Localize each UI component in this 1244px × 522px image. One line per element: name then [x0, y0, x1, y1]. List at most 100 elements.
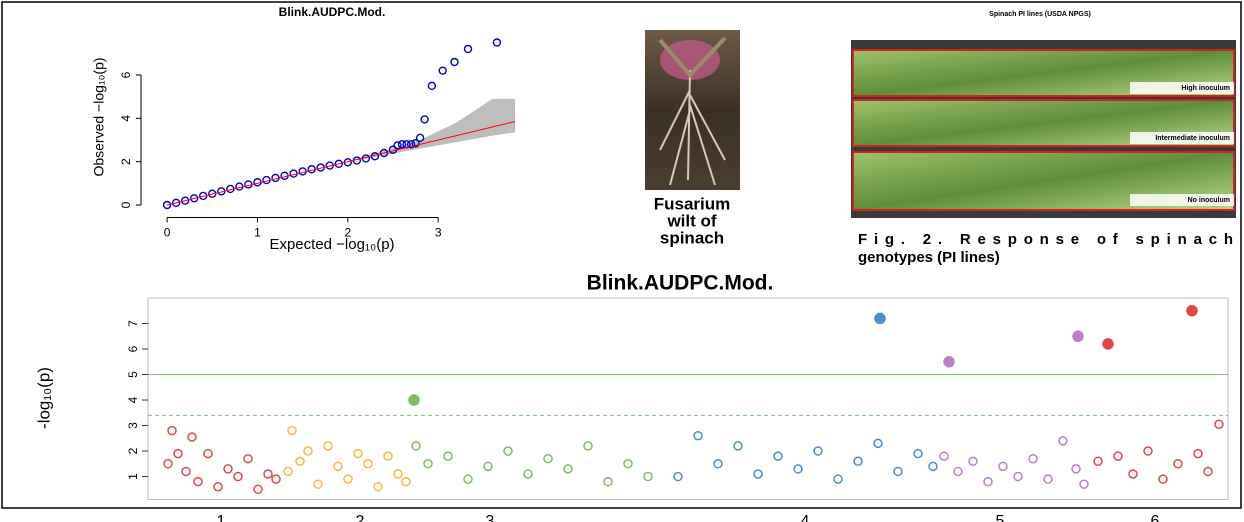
y-tick-label: 3	[126, 422, 140, 429]
snp-point	[204, 450, 212, 458]
snp-point	[644, 473, 652, 481]
snp-point	[875, 313, 885, 323]
x-tick-label: 4	[801, 513, 810, 522]
snp-point	[674, 473, 682, 481]
snp-point	[504, 447, 512, 455]
photo-trays	[851, 40, 1236, 218]
snp-point	[194, 478, 202, 486]
snp-point	[1159, 475, 1167, 483]
y-tick-label: 7	[126, 320, 140, 327]
snp-point	[272, 475, 280, 483]
y-tick-label: 2	[119, 158, 133, 165]
snp-point	[694, 432, 702, 440]
snp-point	[244, 455, 252, 463]
snp-point	[940, 452, 948, 460]
snp-point	[304, 447, 312, 455]
snp-point	[1194, 450, 1202, 458]
snp-point	[484, 462, 492, 470]
column-label: #1	[866, 31, 874, 38]
snp-point	[224, 465, 232, 473]
snp-point	[264, 470, 272, 478]
chart-title: Blink.AUDPC.Mod.	[279, 5, 386, 19]
photo-fusarium	[645, 30, 740, 190]
y-axis-label: -log₁₀(p)	[34, 367, 53, 429]
snp-point	[182, 467, 190, 475]
x-tick-label: 1	[254, 226, 261, 240]
y-tick-label: 6	[119, 71, 133, 78]
row-label: High inoculum	[1181, 85, 1230, 92]
snp-point	[1014, 473, 1022, 481]
snp-point	[1187, 306, 1197, 316]
snp-point	[354, 450, 362, 458]
column-label: #5	[1082, 31, 1090, 38]
x-axis-label: Expected −log₁₀(p)	[269, 236, 394, 253]
qq-point	[465, 46, 472, 53]
x-tick-label: 6	[1151, 513, 1160, 522]
snp-point	[624, 460, 632, 468]
snp-point	[324, 442, 332, 450]
snp-point	[168, 427, 176, 435]
column-label: #7	[1190, 31, 1198, 38]
snp-point	[1044, 475, 1052, 483]
y-tick-label: 5	[126, 371, 140, 378]
y-tick-label: 1	[126, 473, 140, 480]
x-tick-label: 1	[217, 513, 226, 522]
snp-point	[402, 478, 410, 486]
snp-point	[384, 452, 392, 460]
snp-point	[1174, 460, 1182, 468]
snp-point	[1073, 331, 1083, 341]
column-label: #2	[920, 31, 928, 38]
snp-point	[1094, 457, 1102, 465]
x-tick-label: 5	[996, 513, 1005, 522]
snp-point	[444, 452, 452, 460]
figure: Fusarium wilt of spinach Spinach PI line…	[0, 0, 1244, 522]
snp-point	[1129, 470, 1137, 478]
column-label: #4	[1028, 31, 1036, 38]
snp-point	[424, 460, 432, 468]
snp-point	[999, 462, 1007, 470]
snp-point	[714, 460, 722, 468]
snp-point	[174, 450, 182, 458]
y-tick-label: 2	[126, 447, 140, 454]
snp-point	[834, 475, 842, 483]
snp-point	[984, 478, 992, 486]
snp-point	[394, 470, 402, 478]
x-tick-label: 2	[344, 226, 351, 240]
snp-point	[314, 480, 322, 488]
snp-point	[364, 460, 372, 468]
snp-point	[894, 467, 902, 475]
snp-point	[1204, 467, 1212, 475]
y-tick-label: 6	[126, 345, 140, 352]
page: {"chart_data": [ {"type": "qq", "title":…	[0, 0, 1244, 522]
figure-caption: genotypes (PI lines)	[858, 249, 1000, 266]
snp-point	[1215, 420, 1223, 428]
x-tick-label: 0	[164, 226, 171, 240]
chart-title: Blink.AUDPC.Mod.	[587, 272, 774, 295]
snp-point	[734, 442, 742, 450]
snp-point	[1080, 480, 1088, 488]
snp-point	[944, 357, 954, 367]
y-tick-label: 4	[119, 115, 133, 122]
snp-point	[1059, 437, 1067, 445]
snp-point	[296, 457, 304, 465]
snp-point	[794, 465, 802, 473]
snp-point	[774, 452, 782, 460]
snp-point	[584, 442, 592, 450]
snp-point	[874, 439, 882, 447]
snp-point	[214, 483, 222, 491]
snp-point	[254, 485, 262, 493]
y-axis-label: Observed −log₁₀(p)	[91, 57, 107, 176]
snp-point	[344, 475, 352, 483]
snp-point	[524, 470, 532, 478]
snp-point	[234, 473, 242, 481]
snp-point	[814, 447, 822, 455]
snp-point	[1072, 465, 1080, 473]
snp-point	[284, 467, 292, 475]
snp-point	[374, 483, 382, 491]
snp-point	[969, 457, 977, 465]
snp-point	[754, 470, 762, 478]
snp-point	[464, 475, 472, 483]
x-tick-label: 3	[486, 513, 495, 522]
plot-frame	[148, 298, 1228, 500]
y-tick-label: 0	[119, 201, 133, 208]
